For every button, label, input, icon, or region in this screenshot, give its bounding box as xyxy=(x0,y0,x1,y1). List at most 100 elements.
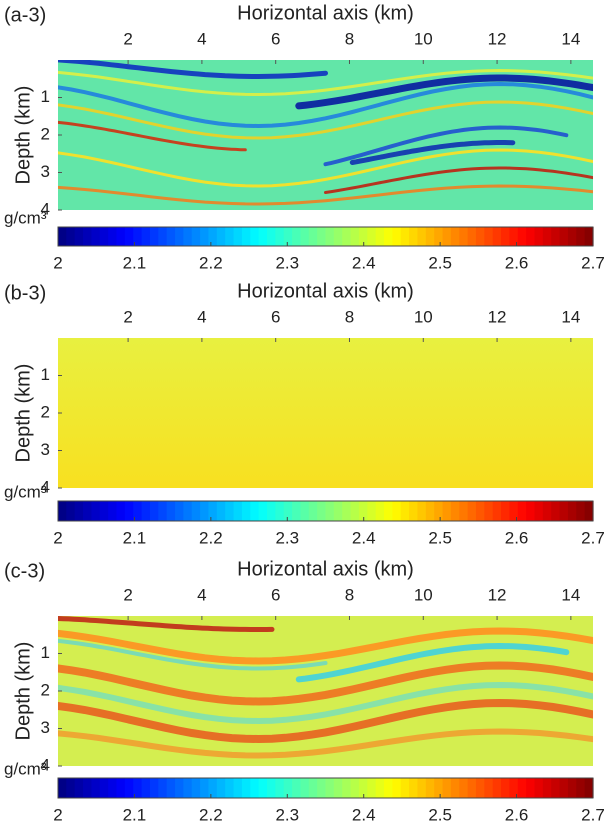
colorbar-tick-label: 2 xyxy=(53,253,62,272)
colorbar-cell xyxy=(384,227,393,246)
heatmap-background xyxy=(58,338,593,488)
colorbar-cell xyxy=(450,501,460,521)
colorbar-cell xyxy=(158,778,168,798)
colorbar-cell xyxy=(149,778,159,798)
colorbar-cell xyxy=(158,227,168,246)
colorbar-tick-label: 2 xyxy=(53,805,62,824)
colorbar-cell xyxy=(542,501,552,521)
colorbar-cell xyxy=(375,778,385,798)
colorbar-cell xyxy=(74,501,84,521)
colorbar-tick-label: 2.5 xyxy=(428,528,452,547)
colorbar-tick-label: 2.3 xyxy=(275,528,299,547)
colorbar-cell xyxy=(266,501,276,521)
colorbar-cell xyxy=(475,227,485,246)
colorbar-cell xyxy=(317,778,327,798)
colorbar-cell xyxy=(225,778,235,798)
colorbar-cell xyxy=(308,227,318,246)
colorbar-cell xyxy=(559,227,569,246)
colorbar-cell xyxy=(292,227,302,246)
colorbar-cell xyxy=(83,501,93,521)
x-tick-label: 14 xyxy=(561,307,580,326)
colorbar-cell xyxy=(526,778,536,798)
y-tick-label: 2 xyxy=(41,124,50,143)
colorbar-cell xyxy=(116,778,126,798)
colorbar-cell xyxy=(300,778,310,798)
colorbar-cell xyxy=(492,227,502,246)
colorbar-cell xyxy=(417,227,427,246)
heatmap-image xyxy=(58,60,593,210)
colorbar-cell xyxy=(459,501,469,521)
colorbar-cell xyxy=(116,501,126,521)
colorbar-cell xyxy=(417,778,427,798)
colorbar-cell xyxy=(308,778,318,798)
colorbar-cell xyxy=(83,778,93,798)
colorbar-cell xyxy=(58,778,67,798)
colorbar-cell xyxy=(175,227,184,246)
colorbar-cell xyxy=(434,778,444,798)
x-tick-label: 2 xyxy=(123,585,132,604)
colorbar-cell xyxy=(584,227,594,246)
colorbar-cell xyxy=(342,501,352,521)
colorbar-cell xyxy=(534,778,544,798)
colorbar-cell xyxy=(517,778,527,798)
x-axis-label: Horizontal axis (km) xyxy=(237,2,414,24)
heatmap-streak xyxy=(58,100,593,140)
x-tick-label: 2 xyxy=(123,307,132,326)
heatmap-streak xyxy=(58,120,247,152)
colorbar-tick-label: 2.1 xyxy=(123,528,147,547)
heatmap-streak xyxy=(58,81,593,129)
colorbar-cell xyxy=(534,227,544,246)
colorbar-cell xyxy=(484,227,494,246)
panel-title: (a-3) xyxy=(4,4,46,26)
colorbar-cell xyxy=(275,778,285,798)
colorbar-cell xyxy=(108,227,118,246)
colorbar-cell xyxy=(216,778,226,798)
heatmap-streak xyxy=(58,681,593,725)
colorbar-tick-label: 2.7 xyxy=(581,805,605,824)
colorbar-frame xyxy=(57,226,594,247)
colorbar-cell xyxy=(158,501,168,521)
colorbar-cell xyxy=(166,778,176,798)
colorbar-cell xyxy=(542,227,552,246)
colorbar-cell xyxy=(133,501,143,521)
colorbar-tick-label: 2.7 xyxy=(581,528,605,547)
colorbar-cell xyxy=(442,501,452,521)
colorbar-cell xyxy=(200,227,210,246)
colorbar-cell xyxy=(501,227,511,246)
colorbar-cell xyxy=(99,778,109,798)
colorbar-cell xyxy=(517,501,527,521)
y-axis-label: Depth (km) xyxy=(12,86,34,185)
heatmap-streak xyxy=(295,74,593,110)
colorbar-label: g/cm³ xyxy=(4,759,47,778)
colorbar-cell xyxy=(233,501,243,521)
colorbar-tick-label: 2.1 xyxy=(123,253,147,272)
colorbar-cell xyxy=(266,227,276,246)
colorbar-cell xyxy=(467,227,477,246)
colorbar-cell xyxy=(375,501,385,521)
colorbar-cell xyxy=(333,778,343,798)
colorbar-tick-label: 2.1 xyxy=(123,805,147,824)
x-tick-label: 4 xyxy=(197,29,206,48)
colorbar-cell xyxy=(166,501,176,521)
colorbar-cell xyxy=(258,501,268,521)
colorbar-cell xyxy=(467,778,477,798)
x-tick-label: 10 xyxy=(414,585,433,604)
colorbar-cell xyxy=(124,501,134,521)
colorbar-cell xyxy=(584,778,594,798)
x-tick-label: 10 xyxy=(414,29,433,48)
colorbar-cell xyxy=(542,778,552,798)
colorbar-cell xyxy=(509,778,519,798)
colorbar-tick-label: 2 xyxy=(53,528,62,547)
colorbar-cell xyxy=(91,778,101,798)
colorbar-cell xyxy=(450,778,460,798)
colorbar-cell xyxy=(417,501,427,521)
y-axis-label: Depth (km) xyxy=(12,364,34,463)
colorbar-cell xyxy=(292,501,302,521)
colorbar-cell xyxy=(576,501,586,521)
colorbar-label: g/cm³ xyxy=(4,482,47,501)
x-axis-label: Horizontal axis (km) xyxy=(237,558,414,580)
colorbar-cell xyxy=(434,501,444,521)
colorbar-tick-label: 2.2 xyxy=(199,253,223,272)
colorbar-cell xyxy=(317,501,327,521)
